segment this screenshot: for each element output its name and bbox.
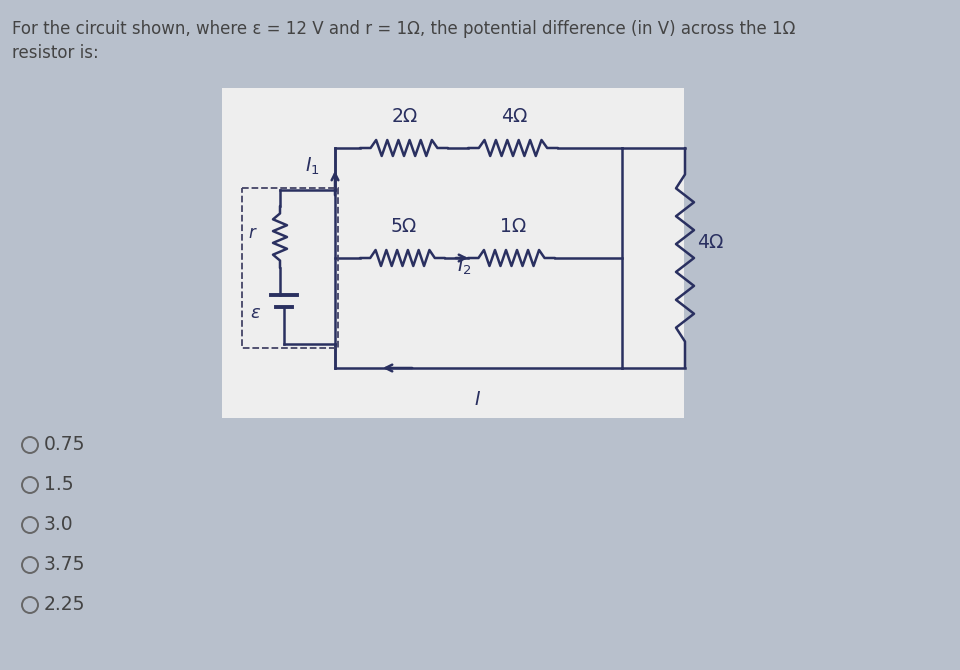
Text: 5Ω: 5Ω (391, 217, 417, 236)
Text: 0.75: 0.75 (44, 436, 85, 454)
Text: 1.5: 1.5 (44, 476, 74, 494)
Bar (242, 188, 338, 348)
Text: For the circuit shown, where ε = 12 V and r = 1Ω, the potential difference (in V: For the circuit shown, where ε = 12 V an… (12, 20, 796, 38)
Text: 2.25: 2.25 (44, 596, 85, 614)
Text: 3.0: 3.0 (44, 515, 74, 535)
Text: $I_2$: $I_2$ (457, 256, 471, 277)
Text: 4Ω: 4Ω (697, 233, 724, 252)
Bar (222, 88, 684, 418)
Text: $I_1$: $I_1$ (305, 155, 320, 177)
Text: resistor is:: resistor is: (12, 44, 99, 62)
Text: 4Ω: 4Ω (501, 107, 527, 126)
Text: $I$: $I$ (473, 390, 481, 409)
Text: ε: ε (250, 304, 260, 322)
Text: 2Ω: 2Ω (392, 107, 419, 126)
Text: 1Ω: 1Ω (499, 217, 526, 236)
Text: r: r (248, 224, 254, 242)
Text: 3.75: 3.75 (44, 555, 85, 574)
